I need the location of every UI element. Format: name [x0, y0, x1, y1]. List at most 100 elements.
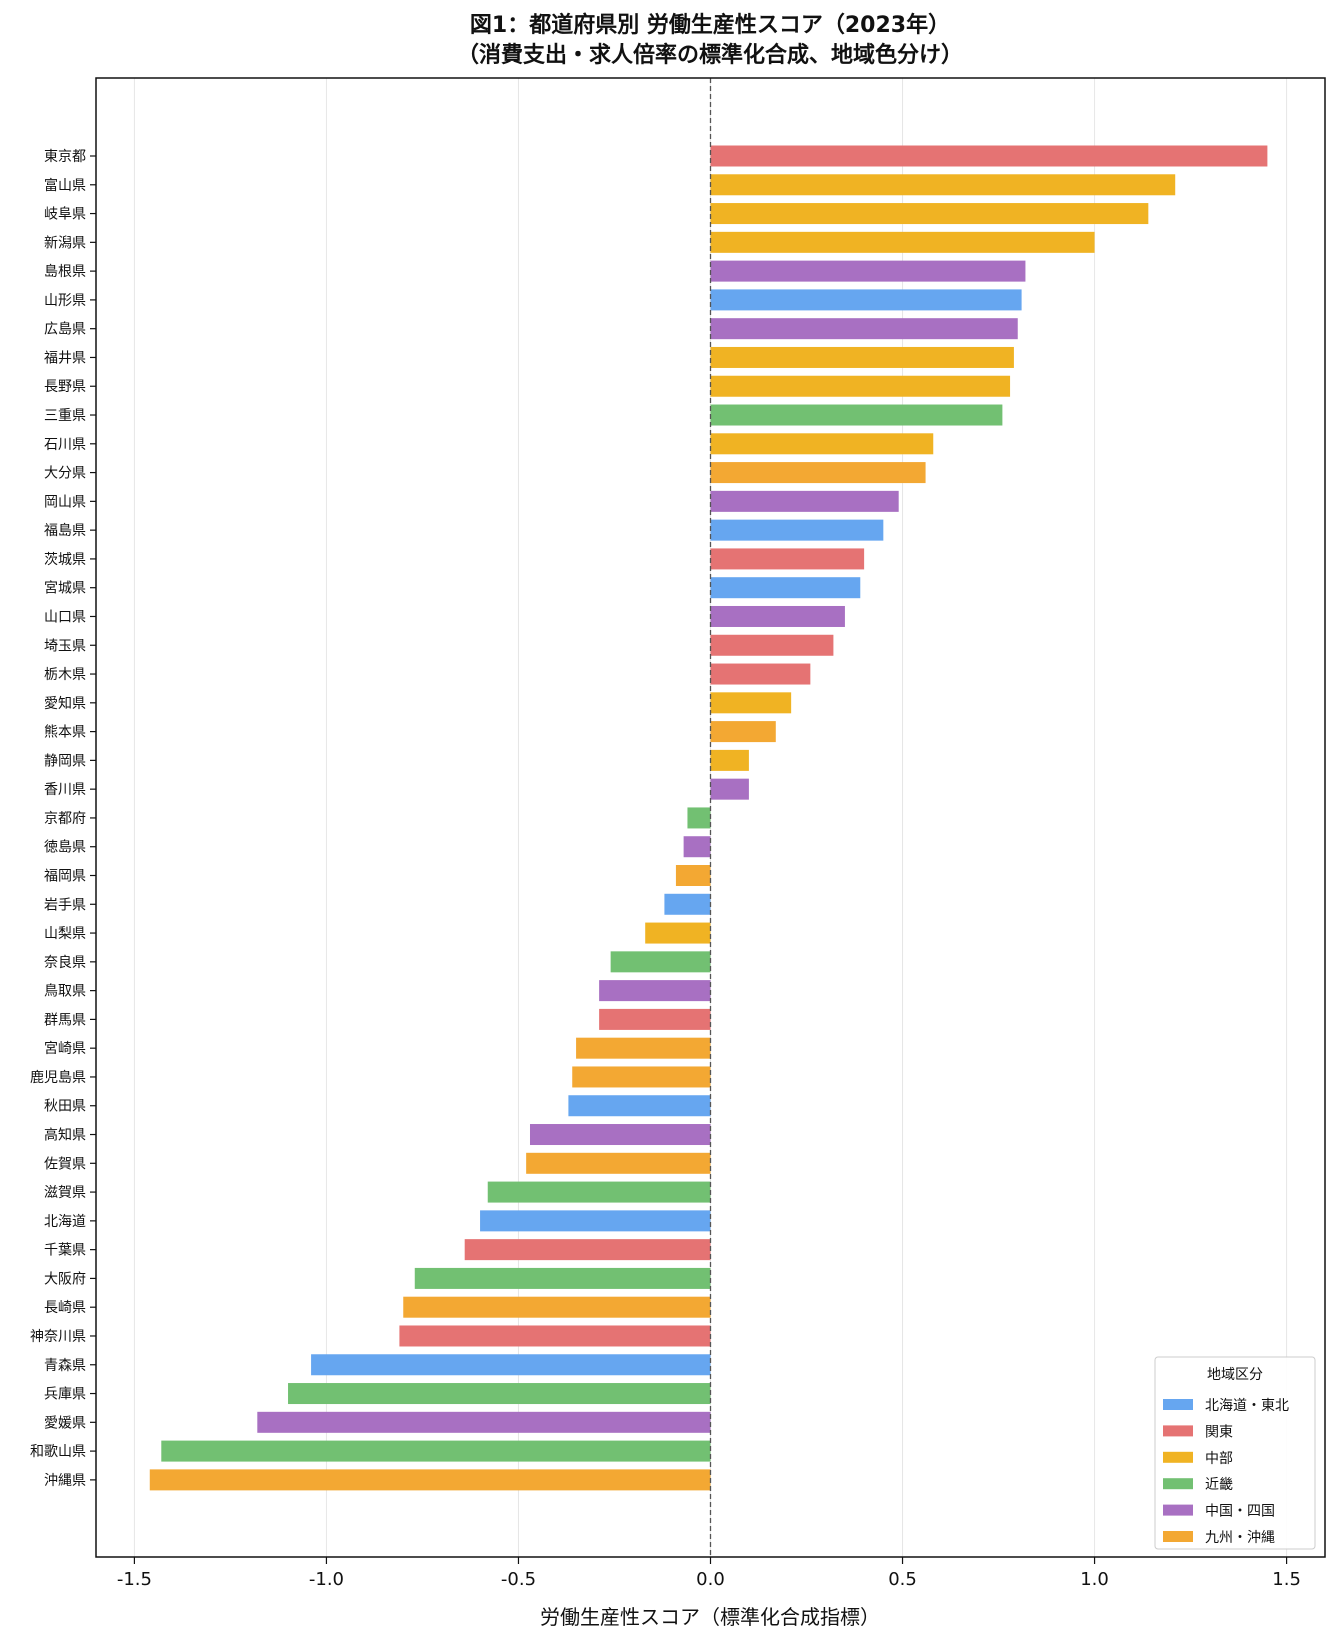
- bar: [710, 548, 865, 570]
- bars: [149, 145, 1268, 1491]
- legend-swatch: [1163, 1425, 1193, 1437]
- y-tick-label: 滋賀県: [44, 1185, 86, 1201]
- bar: [710, 231, 1095, 253]
- bar: [599, 1008, 711, 1030]
- y-tick-label: 愛知県: [44, 695, 86, 712]
- y-tick-label: 長野県: [44, 379, 86, 395]
- bar: [710, 346, 1014, 368]
- bar: [710, 778, 749, 800]
- bar: [710, 634, 834, 656]
- bar: [710, 433, 934, 455]
- bar: [487, 1181, 711, 1203]
- y-tick-label: 東京都: [44, 149, 86, 165]
- y-tick-label: 富山県: [44, 177, 86, 194]
- bar: [526, 1152, 711, 1174]
- x-tick-label: -0.5: [501, 1569, 536, 1590]
- y-tick-label: 鹿児島県: [30, 1069, 86, 1086]
- y-tick-label: 山梨県: [44, 926, 86, 942]
- y-tick-label: 静岡県: [44, 753, 86, 769]
- chart-subtitle: （消費支出・求人倍率の標準化合成、地域色分け）: [457, 42, 963, 68]
- bar: [683, 836, 711, 858]
- bar: [710, 577, 861, 599]
- bar: [710, 605, 845, 627]
- bar: [414, 1267, 711, 1289]
- bar: [599, 980, 711, 1002]
- legend-label: 九州・沖縄: [1205, 1530, 1275, 1546]
- y-tick-label: 沖縄県: [44, 1473, 86, 1489]
- y-tick-label: 京都府: [44, 811, 86, 827]
- bar: [710, 260, 1026, 282]
- bar: [710, 318, 1018, 340]
- legend-swatch: [1163, 1399, 1193, 1410]
- y-tick-label: 北海道: [44, 1214, 86, 1230]
- y-tick-label: 新潟県: [44, 235, 86, 251]
- legend-swatch: [1163, 1531, 1193, 1542]
- legend-label: 近畿: [1205, 1477, 1233, 1493]
- bar: [710, 749, 749, 771]
- y-tick-label: 香川県: [44, 782, 86, 798]
- y-tick-label: 茨城県: [44, 552, 86, 568]
- bar: [710, 289, 1022, 311]
- bar: [710, 692, 792, 714]
- bar: [149, 1469, 711, 1491]
- bar: [710, 519, 884, 541]
- legend-title: 地域区分: [1207, 1367, 1263, 1383]
- y-tick-label: 福井県: [44, 350, 86, 366]
- bar: [710, 203, 1149, 225]
- y-tick-label: 広島県: [44, 322, 86, 338]
- y-tick-label: 宮城県: [44, 581, 86, 597]
- y-tick-label: 鳥取県: [44, 984, 86, 1000]
- y-tick-label: 山口県: [44, 609, 86, 625]
- chart-title: 図1：都道府県別 労働生産性スコア（2023年）: [470, 12, 950, 38]
- y-tick-label: 群馬県: [44, 1012, 86, 1028]
- bar: [710, 174, 1176, 196]
- x-tick-label: 0.0: [696, 1569, 725, 1590]
- y-tick-label: 栃木県: [44, 667, 86, 683]
- bar: [710, 375, 1011, 397]
- bar: [710, 145, 1268, 167]
- y-tick-label: 千葉県: [44, 1243, 86, 1259]
- bar: [710, 721, 776, 743]
- bar: [311, 1354, 711, 1376]
- legend-swatch: [1163, 1451, 1193, 1463]
- bar: [399, 1325, 711, 1347]
- bar: [710, 663, 811, 685]
- y-axis-ticks: 東京都富山県岐阜県新潟県島根県山形県広島県福井県長野県三重県石川県大分県岡山県福…: [30, 149, 96, 1489]
- bar: [161, 1440, 711, 1462]
- y-tick-label: 石川県: [44, 437, 86, 453]
- bar: [529, 1124, 711, 1146]
- bar: [710, 490, 899, 512]
- x-axis-ticks: -1.5 -1.0 -0.5 0.0 0.5 1.0 1.5: [117, 1557, 1301, 1590]
- y-tick-label: 福島県: [44, 523, 86, 539]
- y-tick-label: 愛媛県: [44, 1415, 86, 1431]
- y-tick-label: 山形県: [44, 293, 86, 309]
- y-tick-label: 埼玉県: [44, 638, 86, 654]
- y-tick-label: 岩手県: [44, 897, 86, 913]
- legend-box: [1154, 1356, 1316, 1550]
- y-tick-label: 岐阜県: [44, 206, 86, 223]
- y-tick-label: 島根県: [44, 264, 86, 280]
- y-tick-label: 熊本県: [44, 725, 86, 741]
- legend-label: 中国・四国: [1205, 1504, 1275, 1520]
- x-axis-label: 労働生産性スコア（標準化合成指標）: [540, 1605, 880, 1629]
- bar: [568, 1095, 711, 1117]
- bar: [572, 1066, 711, 1088]
- y-tick-label: 兵庫県: [44, 1386, 86, 1403]
- x-tick-label: 1.0: [1080, 1569, 1109, 1590]
- y-tick-label: 佐賀県: [44, 1156, 86, 1172]
- y-tick-label: 青森県: [44, 1358, 86, 1374]
- x-tick-label: 1.5: [1272, 1569, 1301, 1590]
- y-tick-label: 大阪府: [44, 1271, 86, 1287]
- x-tick-label: -1.0: [309, 1569, 344, 1590]
- y-tick-label: 神奈川県: [30, 1329, 86, 1345]
- y-tick-label: 大分県: [44, 466, 86, 482]
- legend-label: 関東: [1205, 1424, 1233, 1440]
- bar: [675, 865, 711, 886]
- bar: [645, 922, 711, 944]
- y-tick-label: 三重県: [44, 408, 86, 424]
- bar: [710, 404, 1003, 426]
- bar: [687, 807, 711, 829]
- y-tick-label: 秋田県: [44, 1099, 86, 1115]
